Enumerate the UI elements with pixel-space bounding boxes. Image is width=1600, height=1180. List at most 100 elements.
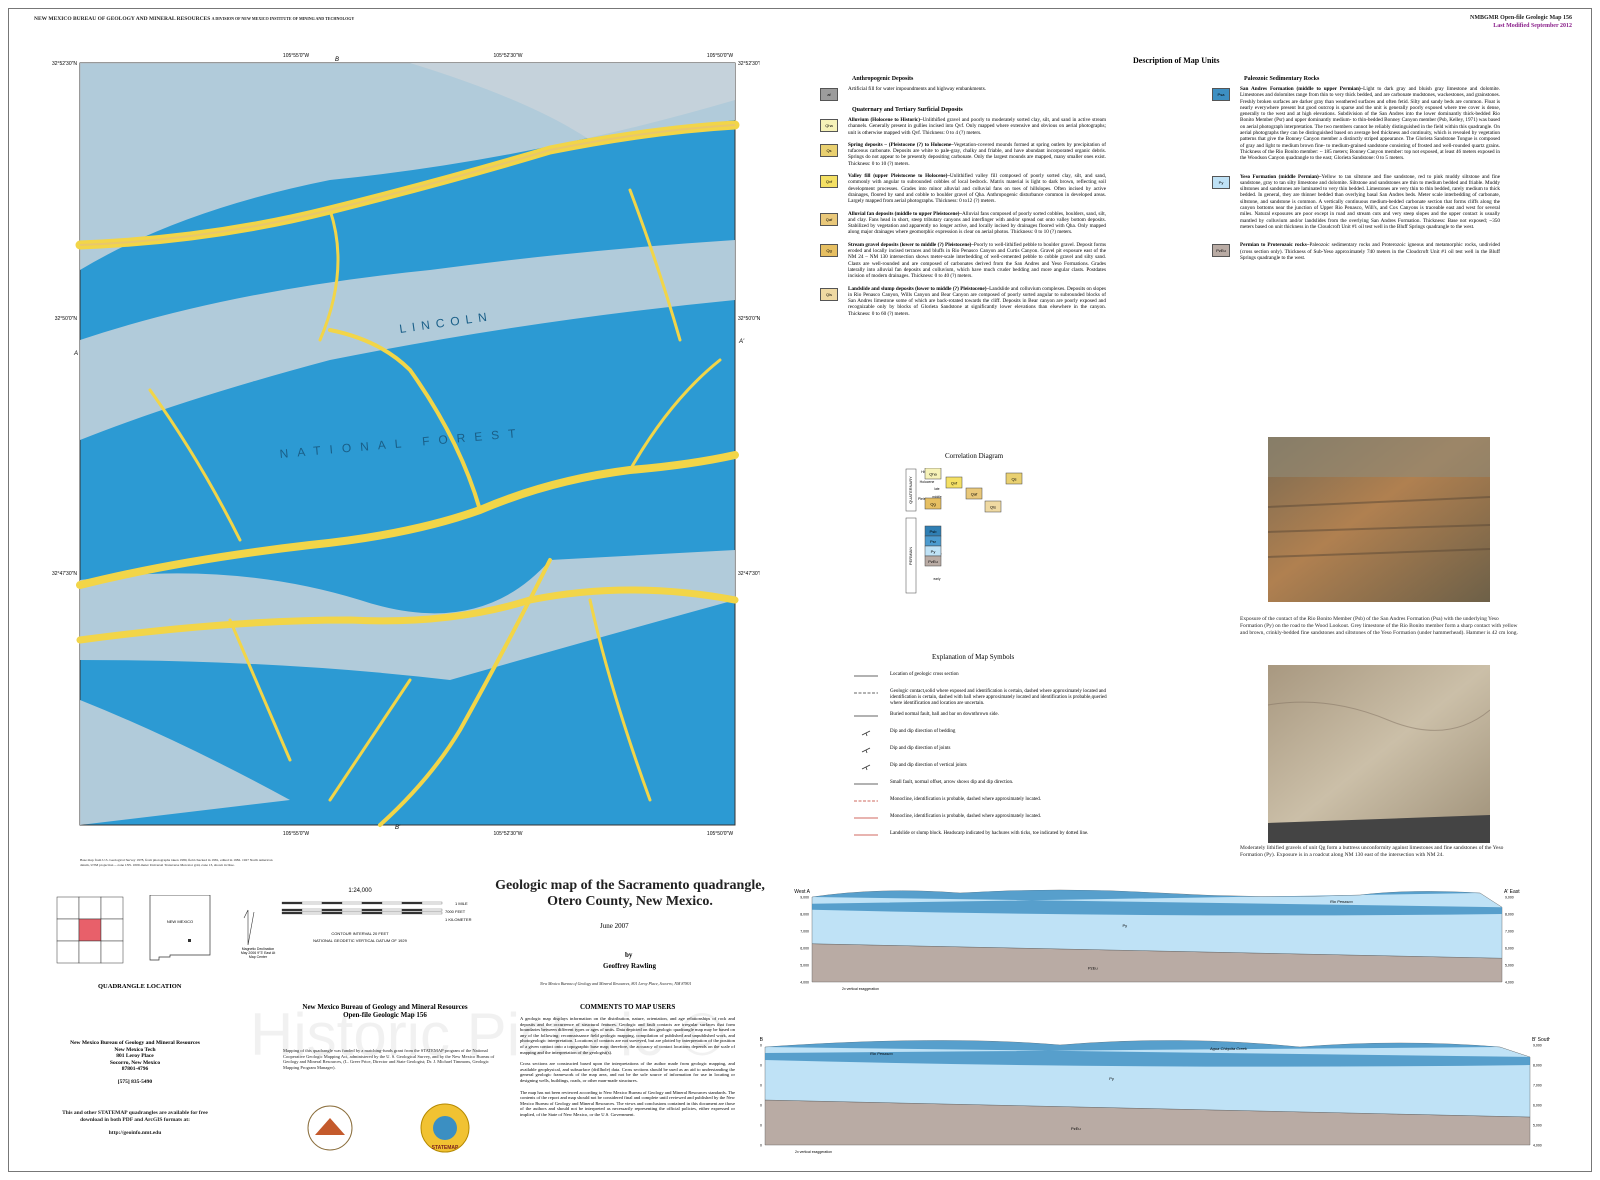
section-psa — [765, 1040, 1530, 1067]
photo-roadcut — [1268, 665, 1490, 843]
scale-block: 1:24,000 1 MILE 7000 FEET 1 KILOMETER CONTOU… — [241, 888, 472, 959]
elevation-label: 4,000 — [800, 981, 809, 985]
symbol-row: Landslide or slump block. Headscarp indi… — [852, 831, 1112, 839]
feet-bar — [281, 901, 303, 905]
mile-bar — [361, 908, 383, 912]
quadrangle-location: NEW MEXICO — [56, 895, 211, 964]
unit-description: Yellow to tan siltstone and fine sandsto… — [1240, 173, 1500, 230]
comment-paragraph: The map has not been reviewed according … — [520, 1089, 735, 1117]
unit-text: Landslide and slump deposits (lower to m… — [848, 286, 1106, 317]
longitude-label: 105°50'0"W — [707, 53, 733, 59]
unit-row: Qha Alluvium (Holocene to Historic)–Unlit… — [820, 117, 1106, 136]
section-end-label: A' East — [1504, 889, 1520, 895]
title: Geologic map of the Sacramento quadrangl… — [430, 878, 830, 910]
quad-cell — [56, 896, 80, 920]
symbol-text: Buried normal fault, ball and bar on dow… — [890, 712, 999, 717]
symbol-text: Monocline, identification is probable, d… — [890, 814, 1042, 819]
unit-name: San Andres Formation (middle to upper Pe… — [1240, 86, 1364, 92]
valley-fill — [76, 586, 739, 644]
mile-bar — [301, 908, 323, 912]
unit-text: San Andres Formation (middle to upper Pe… — [1240, 86, 1500, 162]
unit-description: Landslide and colluvium complexes. Depos… — [848, 285, 1106, 317]
quad-cell — [78, 940, 102, 964]
address-line: 801 Leroy Place — [116, 1053, 154, 1059]
symbol-icon — [854, 783, 878, 785]
photo-bedding — [1268, 701, 1490, 731]
symbol-text: Landslide or slump block. Headscarp indi… — [890, 831, 1089, 836]
section-unit-label: PzEu — [1071, 1126, 1081, 1131]
age-label: early — [934, 577, 941, 581]
units-title: Description of Map Units — [1133, 56, 1220, 65]
feet-bar — [341, 901, 363, 905]
symbol-text: Geologic contact,solid where exposed and… — [890, 689, 1107, 706]
elevation-label: 9,000 — [1505, 896, 1514, 900]
map-number: NMBGMR Open-file Geologic Map 156 — [1470, 15, 1572, 21]
valley-fill — [318, 208, 340, 342]
valley-fill — [628, 358, 722, 472]
unit-name: Permian to Proterozoic rocks– — [1240, 242, 1310, 249]
unit-box — [924, 497, 942, 510]
km-bar — [321, 911, 343, 915]
unit-text: Stream gravel deposits (lower to middle … — [848, 242, 1106, 280]
symbol-row: Dip and dip direction of bedding — [852, 729, 1112, 737]
unit-name: Spring deposits – (Pleistocene (?) to Ho… — [848, 141, 954, 148]
unit-group-heading: Quaternary and Tertiary Surficial Deposi… — [852, 107, 963, 113]
symbol-text: Monocline, identification is probable, d… — [890, 797, 1042, 802]
unit-name: Yeso Formation (middle Permian)– — [1240, 173, 1322, 180]
unit-name: Landslide and slump deposits (lower to m… — [848, 285, 990, 292]
elevation-label: 6,000 — [800, 947, 809, 951]
symbol-text: Location of geologic cross section — [890, 672, 959, 677]
logo-globe — [433, 1116, 457, 1140]
modified-date: Last Modified September 2012 — [1493, 23, 1572, 29]
quad-cell — [56, 918, 80, 942]
elevation-label: 8,000 — [1505, 913, 1514, 917]
unit-box-label: Py — [931, 549, 936, 554]
valley-fill — [628, 188, 682, 342]
unit-box-label: Psb — [930, 529, 938, 534]
exaggeration-note: 2x vertical exaggeration — [795, 1150, 832, 1154]
base-note: Base map from U.S. Geological Survey 197… — [80, 858, 273, 867]
symbol-row: Dip and dip direction of vertical joints — [852, 763, 1112, 771]
symbol-row: Dip and dip direction of joints — [852, 746, 1112, 754]
unit-box-label: Qvf — [951, 481, 958, 486]
symbol-text: Small fault, normal offset, arrow shows … — [890, 780, 1014, 785]
title-sub: Otero County, New Mexico. — [547, 894, 713, 909]
section-end-label: B' South — [1532, 1037, 1550, 1043]
unit-text: Artificial fill for water impoundments a… — [848, 86, 986, 101]
elevation-label: 5,000 — [1533, 1124, 1542, 1128]
km-bar — [361, 911, 383, 915]
feet-bar — [361, 901, 383, 905]
agency: NEW MEXICO BUREAU OF GEOLOGY AND MINERAL… — [34, 16, 211, 22]
mile-bar — [421, 908, 443, 912]
sheet-border — [8, 8, 1592, 1172]
unit-row: Qs Spring deposits – (Pleistocene (?) to … — [820, 141, 1106, 167]
unit-row: af Artificial fill for water impoundments… — [820, 86, 1106, 101]
scale-label: 7000 FEET — [445, 909, 466, 914]
symbol-row: Monocline, identification is probable, d… — [852, 814, 1112, 822]
mile-bar — [401, 908, 423, 912]
symbol-icon — [854, 675, 878, 677]
valley-fill — [378, 558, 552, 827]
unit-name: Alluvium (Holocene to Historic)– — [848, 117, 923, 123]
symbol-icon — [854, 715, 878, 717]
mile-bar — [341, 908, 363, 912]
unit-box-label: Qs — [1011, 477, 1016, 482]
division: A DIVISION OF NEW MEXICO INSTITUTE OF MI… — [211, 16, 355, 21]
north-arrow — [243, 909, 255, 946]
valley-edge — [79, 124, 736, 246]
contour-note: CONTOUR INTERVAL 20 FEET — [331, 931, 389, 936]
logo-mark — [315, 1118, 345, 1135]
latitude-label: 32°50'0"N — [55, 316, 78, 322]
photo-road — [1268, 815, 1490, 843]
km-bar — [281, 911, 303, 915]
address-line: New Mexico Bureau of Geology and Mineral… — [70, 1040, 200, 1046]
address-line: Socorro, New Mexico — [109, 1059, 161, 1066]
symbols-list: Location of geologic cross section Geolog… — [852, 672, 1112, 848]
author-address: New Mexico Bureau of Geology and Mineral… — [540, 981, 692, 986]
watermark: Historic Pictoric © — [250, 1001, 725, 1068]
author: Geoffrey Rawling — [603, 962, 656, 970]
scale-ratio: 1:24,000 — [348, 888, 372, 894]
valley-fill — [328, 328, 482, 512]
state-outline — [149, 895, 211, 961]
elevation-label: 5,000 — [760, 1124, 762, 1128]
